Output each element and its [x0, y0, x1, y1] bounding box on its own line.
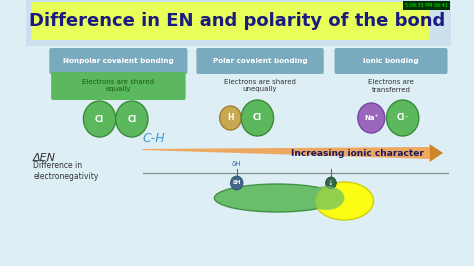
FancyBboxPatch shape [335, 48, 447, 74]
Circle shape [116, 101, 148, 137]
FancyBboxPatch shape [51, 72, 186, 100]
Ellipse shape [309, 186, 345, 210]
FancyBboxPatch shape [26, 0, 451, 46]
Text: Polar covalent bonding: Polar covalent bonding [213, 58, 307, 64]
Text: Electrons are
transferred: Electrons are transferred [368, 80, 414, 93]
Circle shape [83, 101, 116, 137]
Text: Electrons are shared
unequally: Electrons are shared unequally [224, 80, 296, 93]
Ellipse shape [315, 182, 374, 220]
Text: Cl⁻: Cl⁻ [397, 114, 409, 123]
Text: C-H: C-H [143, 131, 165, 144]
Text: δH: δH [233, 181, 241, 185]
Circle shape [230, 176, 243, 190]
Text: Cl: Cl [253, 114, 262, 123]
Circle shape [326, 177, 337, 189]
Text: Nonpolar covalent bonding: Nonpolar covalent bonding [63, 58, 174, 64]
Text: Cl: Cl [127, 114, 137, 123]
Circle shape [386, 100, 419, 136]
Text: ↓: ↓ [328, 180, 334, 186]
Text: H: H [227, 114, 234, 123]
Circle shape [220, 106, 241, 130]
Polygon shape [429, 144, 443, 162]
Circle shape [358, 103, 385, 133]
FancyBboxPatch shape [196, 48, 324, 74]
Text: Cl: Cl [95, 114, 104, 123]
Text: Na⁺: Na⁺ [364, 115, 378, 121]
Text: ΔEN: ΔEN [33, 153, 56, 163]
Text: δH: δH [232, 161, 242, 167]
FancyBboxPatch shape [49, 48, 187, 74]
Text: Difference in
electronegativity: Difference in electronegativity [33, 161, 99, 181]
Text: Difference in EN and polarity of the bond: Difference in EN and polarity of the bon… [28, 12, 445, 30]
Text: Electrons are shared
equally: Electrons are shared equally [82, 80, 155, 93]
Text: 5:09:35 PM 06:41: 5:09:35 PM 06:41 [405, 3, 448, 8]
FancyBboxPatch shape [31, 2, 429, 40]
Text: Increasing ionic character: Increasing ionic character [292, 149, 424, 159]
Polygon shape [143, 147, 429, 159]
Text: Ionic bonding: Ionic bonding [363, 58, 419, 64]
Circle shape [241, 100, 273, 136]
Ellipse shape [214, 184, 340, 212]
